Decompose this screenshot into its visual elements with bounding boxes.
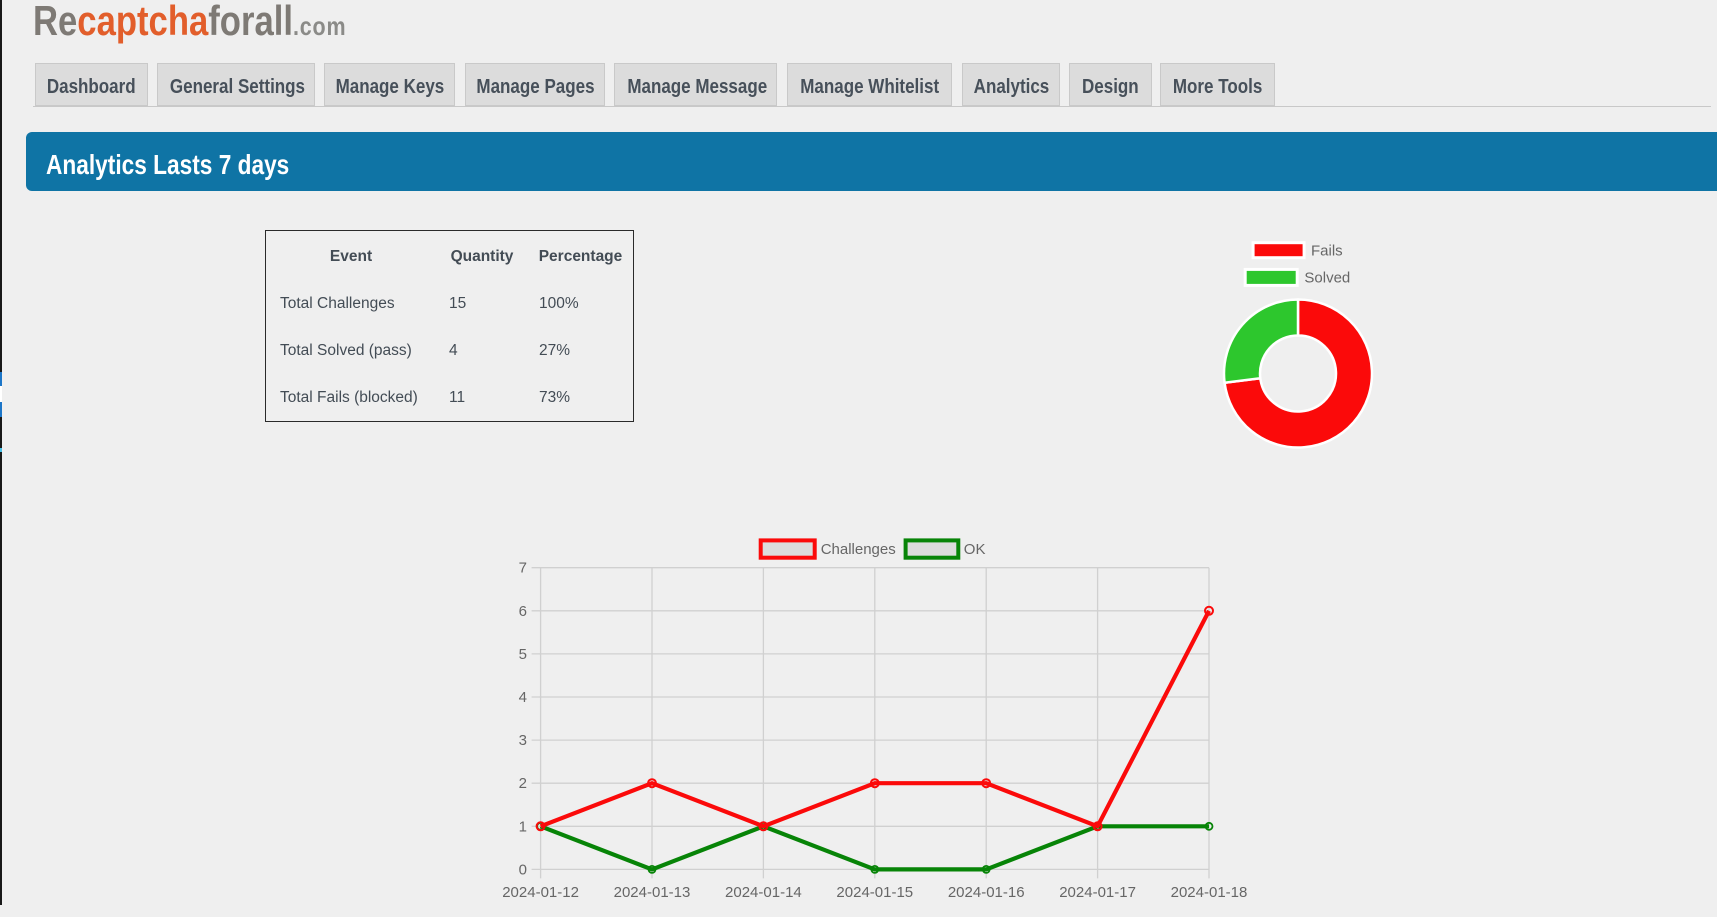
svg-text:3: 3 bbox=[519, 732, 527, 749]
svg-text:2024-01-12: 2024-01-12 bbox=[502, 884, 579, 901]
svg-text:OK: OK bbox=[964, 541, 986, 558]
svg-text:5: 5 bbox=[519, 646, 527, 663]
svg-text:0: 0 bbox=[519, 861, 527, 878]
svg-text:Fails: Fails bbox=[1311, 243, 1343, 260]
svg-text:4: 4 bbox=[519, 689, 527, 706]
svg-text:2024-01-16: 2024-01-16 bbox=[948, 884, 1025, 901]
svg-text:Challenges: Challenges bbox=[821, 541, 896, 558]
svg-text:6: 6 bbox=[519, 603, 527, 620]
svg-text:Solved: Solved bbox=[1304, 270, 1350, 287]
svg-text:2024-01-13: 2024-01-13 bbox=[614, 884, 691, 901]
svg-text:7: 7 bbox=[519, 560, 527, 577]
svg-text:2024-01-18: 2024-01-18 bbox=[1171, 884, 1248, 901]
svg-text:2024-01-15: 2024-01-15 bbox=[836, 884, 913, 901]
svg-text:2024-01-14: 2024-01-14 bbox=[725, 884, 802, 901]
svg-text:2: 2 bbox=[519, 775, 527, 792]
svg-text:1: 1 bbox=[519, 818, 527, 835]
svg-text:2024-01-17: 2024-01-17 bbox=[1059, 884, 1136, 901]
